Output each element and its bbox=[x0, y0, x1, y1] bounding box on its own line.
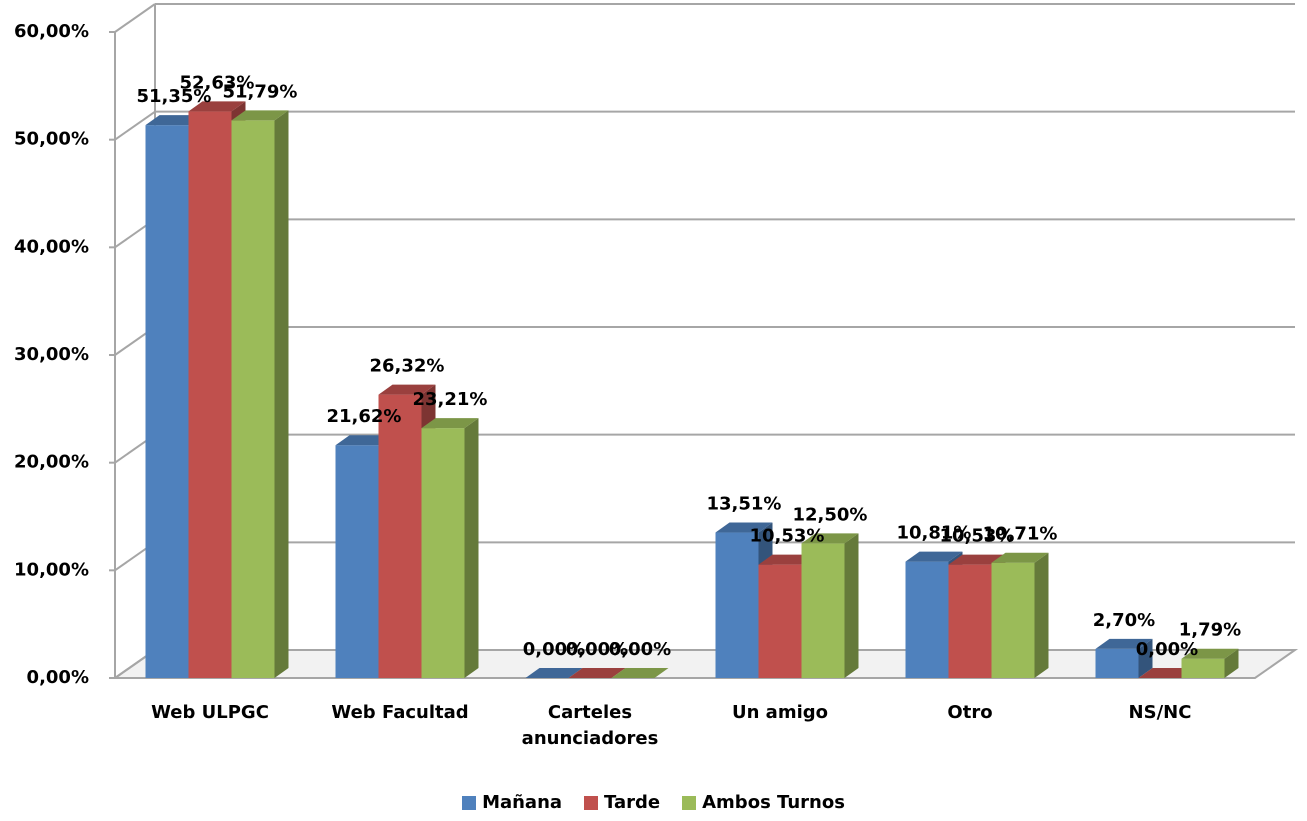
value-label: 51,79% bbox=[223, 81, 298, 102]
value-label: 12,50% bbox=[793, 504, 868, 525]
bar-front bbox=[715, 532, 759, 678]
legend-item: Tarde bbox=[584, 792, 660, 813]
value-label: 0,00% bbox=[523, 639, 585, 660]
legend-label: Ambos Turnos bbox=[702, 792, 845, 813]
bar bbox=[1138, 668, 1196, 678]
bar bbox=[715, 522, 773, 678]
value-label: 10,71% bbox=[983, 524, 1058, 545]
bar bbox=[421, 418, 479, 678]
bar-side bbox=[1034, 552, 1049, 678]
grid-line-side bbox=[114, 110, 156, 141]
bar-front bbox=[231, 120, 275, 678]
bar-side bbox=[844, 533, 859, 678]
value-label: 0,00% bbox=[609, 639, 671, 660]
bar bbox=[991, 552, 1049, 678]
bar-top bbox=[611, 668, 669, 678]
bar-top bbox=[1181, 648, 1239, 659]
bar-front bbox=[991, 562, 1035, 678]
bar-front bbox=[378, 394, 422, 678]
x-tick-label: Web ULPGC bbox=[151, 702, 269, 723]
value-label: 1,79% bbox=[1179, 620, 1241, 641]
bar bbox=[801, 533, 859, 678]
value-label: 0,00% bbox=[1136, 639, 1198, 660]
x-tick-label: Carteles anunciadores bbox=[521, 702, 659, 749]
bar bbox=[231, 110, 289, 678]
bar-side bbox=[274, 110, 289, 678]
value-label: 0,00% bbox=[566, 639, 628, 660]
bar-top bbox=[525, 668, 583, 678]
legend: Mañana Tarde Ambos Turnos bbox=[0, 792, 1307, 813]
bar-front bbox=[758, 564, 802, 678]
y-tick-label: 20,00% bbox=[14, 452, 89, 473]
bar-top bbox=[758, 554, 816, 565]
bar bbox=[525, 668, 583, 678]
bar-front bbox=[801, 543, 845, 678]
bar-top bbox=[1095, 638, 1153, 649]
legend-swatch bbox=[462, 795, 477, 810]
value-label: 26,32% bbox=[370, 356, 445, 377]
bar-top bbox=[568, 668, 626, 678]
y-tick-label: 40,00% bbox=[14, 236, 89, 257]
value-label: 10,81% bbox=[897, 523, 972, 544]
bar bbox=[1095, 638, 1153, 678]
bar-front bbox=[1181, 658, 1225, 678]
bar bbox=[568, 668, 626, 678]
bar-front bbox=[948, 564, 992, 678]
legend-label: Tarde bbox=[604, 792, 661, 813]
bar-top bbox=[145, 115, 203, 126]
chart: 0,00% 10,00% 20,00% 30,00% 40,00% 50,00% 60,00… bbox=[14, 3, 1299, 688]
bar-side bbox=[1224, 648, 1239, 678]
bar-front bbox=[1095, 648, 1139, 678]
bar-front bbox=[335, 445, 379, 678]
value-label: 10,53% bbox=[750, 526, 825, 547]
bar-top bbox=[335, 435, 393, 446]
y-tick-label: 60,00% bbox=[14, 21, 89, 42]
bar bbox=[1181, 648, 1239, 678]
bar-front bbox=[188, 111, 232, 678]
bar-top bbox=[801, 533, 859, 544]
value-label: 23,21% bbox=[413, 389, 488, 410]
legend-item: Ambos Turnos bbox=[682, 792, 845, 813]
value-label: 10,53% bbox=[940, 526, 1015, 547]
bar-top bbox=[421, 418, 479, 429]
legend-label: Mañana bbox=[482, 792, 563, 813]
bar bbox=[611, 668, 669, 678]
x-tick-label: Web Facultad bbox=[331, 702, 469, 723]
bar-top bbox=[1138, 668, 1196, 678]
value-label: 13,51% bbox=[707, 494, 782, 515]
grid-line-side bbox=[114, 3, 156, 33]
y-tick-label: 30,00% bbox=[14, 344, 89, 365]
value-label: 51,35% bbox=[137, 86, 212, 107]
bar-front bbox=[421, 428, 465, 678]
legend-swatch bbox=[584, 795, 599, 810]
bar-top bbox=[378, 384, 436, 395]
bar-side bbox=[1138, 638, 1153, 678]
bar-top bbox=[715, 522, 773, 533]
x-tick-label: Un amigo bbox=[731, 702, 829, 723]
y-tick-label: 10,00% bbox=[14, 559, 89, 580]
bar-top bbox=[188, 101, 246, 112]
value-label: 21,62% bbox=[327, 406, 402, 427]
bar-side bbox=[464, 418, 479, 678]
value-label: 52,63% bbox=[180, 72, 255, 93]
x-tick-label: NS/NC bbox=[1128, 702, 1192, 723]
bar-top bbox=[905, 551, 963, 562]
bar-front bbox=[905, 561, 949, 678]
legend-swatch bbox=[682, 795, 697, 810]
legend-item: Mañana bbox=[462, 792, 562, 813]
bar-top bbox=[231, 110, 289, 121]
x-tick-label: Otro bbox=[947, 702, 993, 723]
bar-top bbox=[948, 554, 1006, 565]
bar-front bbox=[145, 125, 189, 679]
y-tick-label: 50,00% bbox=[14, 129, 89, 150]
y-tick-label: 0,00% bbox=[27, 667, 89, 688]
value-label: 2,70% bbox=[1093, 610, 1155, 631]
bar-top bbox=[991, 552, 1049, 563]
